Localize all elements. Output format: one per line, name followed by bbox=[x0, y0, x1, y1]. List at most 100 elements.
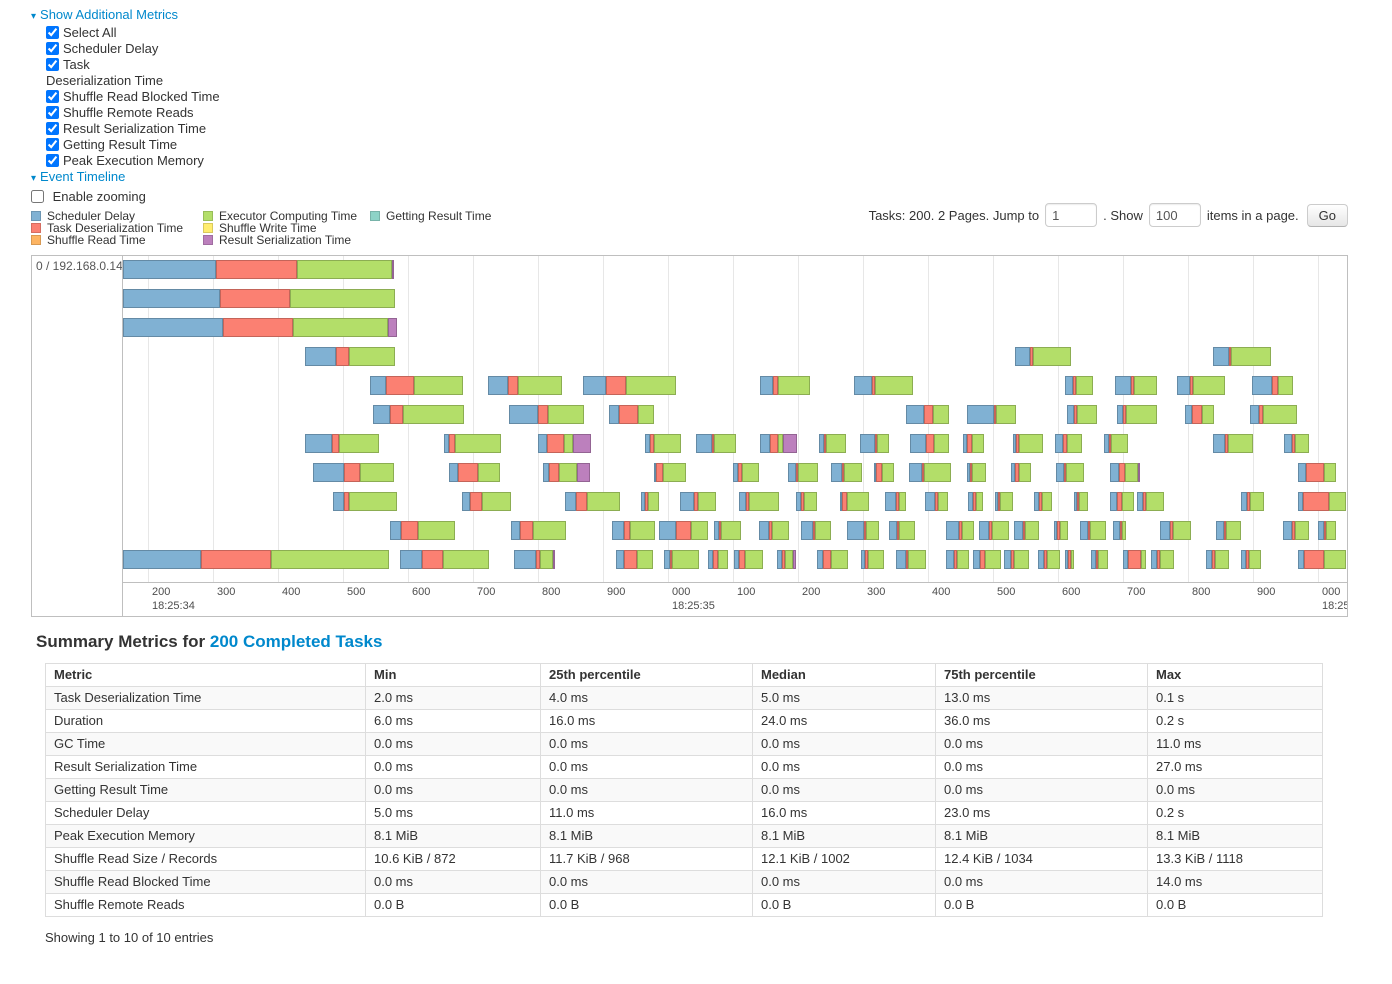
task-bar[interactable] bbox=[1013, 434, 1043, 453]
task-bar[interactable] bbox=[967, 463, 986, 482]
task-bar[interactable] bbox=[734, 550, 763, 569]
enable-zooming-checkbox[interactable] bbox=[31, 190, 44, 203]
task-bar[interactable] bbox=[370, 376, 463, 395]
task-bar[interactable] bbox=[1252, 376, 1293, 395]
task-bar[interactable] bbox=[1004, 550, 1029, 569]
task-bar[interactable] bbox=[390, 521, 455, 540]
task-bar[interactable] bbox=[305, 347, 395, 366]
task-bar[interactable] bbox=[874, 463, 894, 482]
task-bar[interactable] bbox=[801, 521, 831, 540]
task-bar[interactable] bbox=[788, 463, 818, 482]
items-per-page-input[interactable] bbox=[1148, 203, 1201, 227]
task-bar[interactable] bbox=[1123, 550, 1146, 569]
task-bar[interactable] bbox=[733, 463, 759, 482]
task-bar[interactable] bbox=[538, 434, 591, 453]
task-bar[interactable] bbox=[714, 521, 741, 540]
task-bar[interactable] bbox=[1091, 550, 1108, 569]
task-bar[interactable] bbox=[123, 550, 389, 569]
completed-tasks-link[interactable]: 200 Completed Tasks bbox=[209, 632, 383, 651]
task-bar[interactable] bbox=[1137, 492, 1164, 511]
task-bar[interactable] bbox=[511, 521, 566, 540]
metric-checkbox-result-serialization-time[interactable] bbox=[46, 122, 59, 135]
task-bar[interactable] bbox=[449, 463, 500, 482]
task-bar[interactable] bbox=[1213, 434, 1253, 453]
task-bar[interactable] bbox=[1298, 463, 1336, 482]
task-bar[interactable] bbox=[861, 550, 884, 569]
task-bar[interactable] bbox=[1080, 521, 1106, 540]
task-bar[interactable] bbox=[444, 434, 501, 453]
task-bar[interactable] bbox=[1284, 434, 1309, 453]
task-bar[interactable] bbox=[696, 434, 736, 453]
task-bar[interactable] bbox=[645, 434, 681, 453]
task-bar[interactable] bbox=[760, 434, 797, 453]
task-bar[interactable] bbox=[1241, 550, 1261, 569]
task-bar[interactable] bbox=[906, 405, 949, 424]
task-bar[interactable] bbox=[1250, 405, 1297, 424]
task-bar[interactable] bbox=[1151, 550, 1174, 569]
task-bar[interactable] bbox=[514, 550, 555, 569]
show-additional-metrics-link[interactable]: ▾ Show Additional Metrics bbox=[31, 7, 178, 22]
task-bar[interactable] bbox=[1011, 463, 1031, 482]
go-button[interactable]: Go bbox=[1306, 203, 1348, 227]
metric-checkbox-task-deserialization-time[interactable] bbox=[46, 58, 59, 71]
task-bar[interactable] bbox=[910, 434, 949, 453]
task-bar[interactable] bbox=[123, 318, 397, 337]
task-bar[interactable] bbox=[1216, 521, 1241, 540]
task-bar[interactable] bbox=[612, 521, 655, 540]
task-bar[interactable] bbox=[1117, 405, 1157, 424]
task-bar[interactable] bbox=[946, 550, 969, 569]
task-bar[interactable] bbox=[1055, 434, 1082, 453]
task-bar[interactable] bbox=[840, 492, 869, 511]
task-bar[interactable] bbox=[909, 463, 951, 482]
task-bar[interactable] bbox=[796, 492, 817, 511]
metric-checkbox-shuffle-read-blocked-time[interactable] bbox=[46, 90, 59, 103]
task-bar[interactable] bbox=[509, 405, 584, 424]
task-bar[interactable] bbox=[1185, 405, 1214, 424]
task-bar[interactable] bbox=[946, 521, 974, 540]
task-bar[interactable] bbox=[847, 521, 879, 540]
task-bar[interactable] bbox=[739, 492, 779, 511]
task-bar[interactable] bbox=[759, 521, 789, 540]
task-bar[interactable] bbox=[860, 434, 889, 453]
task-bar[interactable] bbox=[664, 550, 699, 569]
metric-checkbox-peak-execution-memory[interactable] bbox=[46, 154, 59, 167]
task-bar[interactable] bbox=[1065, 550, 1074, 569]
task-bar[interactable] bbox=[462, 492, 511, 511]
task-bar[interactable] bbox=[1014, 521, 1039, 540]
task-bar[interactable] bbox=[1038, 550, 1060, 569]
task-bar[interactable] bbox=[963, 434, 984, 453]
task-bar[interactable] bbox=[1298, 492, 1346, 511]
task-bar[interactable] bbox=[995, 492, 1013, 511]
task-bar[interactable] bbox=[896, 550, 926, 569]
task-bar[interactable] bbox=[1034, 492, 1052, 511]
metric-checkbox-scheduler-delay[interactable] bbox=[46, 42, 59, 55]
task-bar[interactable] bbox=[333, 492, 397, 511]
task-bar[interactable] bbox=[973, 550, 1001, 569]
task-bar[interactable] bbox=[123, 289, 395, 308]
task-bar[interactable] bbox=[1206, 550, 1229, 569]
task-bar[interactable] bbox=[488, 376, 562, 395]
task-bar[interactable] bbox=[760, 376, 810, 395]
task-bar[interactable] bbox=[616, 550, 653, 569]
task-bar[interactable] bbox=[1110, 492, 1134, 511]
task-bar[interactable] bbox=[373, 405, 464, 424]
task-bar[interactable] bbox=[925, 492, 948, 511]
jump-to-page-input[interactable] bbox=[1045, 203, 1098, 227]
task-bar[interactable] bbox=[543, 463, 590, 482]
task-bar[interactable] bbox=[123, 260, 394, 279]
task-bar[interactable] bbox=[979, 521, 1009, 540]
task-bar[interactable] bbox=[400, 550, 489, 569]
task-bar[interactable] bbox=[1104, 434, 1128, 453]
task-bar[interactable] bbox=[680, 492, 716, 511]
task-bar[interactable] bbox=[885, 492, 906, 511]
task-bar[interactable] bbox=[1054, 521, 1068, 540]
task-bar[interactable] bbox=[817, 550, 848, 569]
task-bar[interactable] bbox=[583, 376, 676, 395]
task-bar[interactable] bbox=[1298, 550, 1346, 569]
task-bar[interactable] bbox=[1160, 521, 1191, 540]
task-bar[interactable] bbox=[609, 405, 654, 424]
task-bar[interactable] bbox=[1110, 463, 1140, 482]
task-bar[interactable] bbox=[968, 492, 983, 511]
metric-checkbox-select-all[interactable] bbox=[46, 26, 59, 39]
task-bar[interactable] bbox=[1318, 521, 1336, 540]
